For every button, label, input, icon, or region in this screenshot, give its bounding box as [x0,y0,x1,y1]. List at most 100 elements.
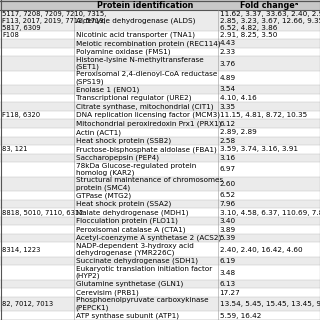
Text: Histone-lysine N-methyltransferase
(SET1): Histone-lysine N-methyltransferase (SET1… [76,57,203,70]
Text: 78kDa Glucose-regulated protein
homolog (KAR2): 78kDa Glucose-regulated protein homolog … [76,163,196,176]
Bar [0,266,320,280]
Bar [0,102,320,111]
Bar [0,217,320,225]
Bar [0,297,320,311]
Text: 13.54, 5.45, 15.45, 13.45, 9.74: 13.54, 5.45, 15.45, 13.45, 9.74 [220,301,320,307]
Bar [0,0,320,10]
Text: Glutamine synthetase (GLN1): Glutamine synthetase (GLN1) [76,281,183,287]
Bar [0,243,320,257]
Text: 3.89: 3.89 [220,227,236,233]
Bar [0,48,320,56]
Text: 11.62, 3.37, 33.63, 2.40, 2.91, 2.
2.85, 3.23, 3.67, 12.66, 9.35, 4.3
6.52, 4.82: 11.62, 3.37, 33.63, 2.40, 2.91, 2. 2.85,… [220,11,320,30]
Text: 5.39: 5.39 [220,235,236,241]
Bar [0,225,320,234]
Text: Transcriptional regulator (URE2): Transcriptional regulator (URE2) [76,95,191,101]
Text: 17.27: 17.27 [220,290,240,296]
Bar [0,208,320,217]
Bar [0,39,320,48]
Text: 2.33: 2.33 [220,49,236,55]
Text: 2.58: 2.58 [220,138,236,144]
Text: Heat shock protein (SSA2): Heat shock protein (SSA2) [76,201,171,207]
Text: 83, 121: 83, 121 [2,147,28,152]
Text: Eukaryotic translation initiation factor
(HYP2): Eukaryotic translation initiation factor… [76,266,212,279]
Bar [0,200,320,208]
Text: Citrate synthase, mitochondrial (CIT1): Citrate synthase, mitochondrial (CIT1) [76,103,213,110]
Bar [0,191,320,200]
Text: Succinate dehydrogenase (SDH1): Succinate dehydrogenase (SDH1) [76,258,198,264]
Bar [0,10,320,31]
Text: F118, 6320: F118, 6320 [2,112,40,118]
Text: 2.89, 2.89: 2.89, 2.89 [220,129,256,135]
Text: 7.96: 7.96 [220,201,236,207]
Bar [0,145,320,154]
Text: F108: F108 [2,32,19,38]
Text: 6.52: 6.52 [220,192,236,198]
Text: 2.91, 8.25, 3.50: 2.91, 8.25, 3.50 [220,32,277,38]
Text: Mitochondrial peroxiredoxin Prx1 (PRX1): Mitochondrial peroxiredoxin Prx1 (PRX1) [76,120,221,127]
Text: 6.13: 6.13 [220,281,236,287]
Bar [0,94,320,102]
Bar [0,31,320,39]
Bar [0,119,320,128]
Text: 4.10, 4.16: 4.10, 4.16 [220,95,256,101]
Bar [0,288,320,297]
Bar [0,177,320,191]
Text: Heat shock protein (SSB2): Heat shock protein (SSB2) [76,138,171,144]
Text: 3.16: 3.16 [220,155,236,161]
Text: 5117, 7208, 7209, 7210, 7315,
F113, 2017, 2019, 7712, 5719,
5817, 6309: 5117, 7208, 7209, 7210, 7315, F113, 2017… [2,11,106,30]
Bar [0,234,320,243]
Text: Polyamine oxidase (FMS1): Polyamine oxidase (FMS1) [76,49,170,55]
Bar [0,137,320,145]
Text: 3.76: 3.76 [220,60,236,67]
Text: 6.19: 6.19 [220,258,236,264]
Text: 3.10, 4.58, 6.37, 110.69, 7.80, 6.: 3.10, 4.58, 6.37, 110.69, 7.80, 6. [220,210,320,215]
Bar [0,85,320,94]
Text: Malate dehydrogenase (MDH1): Malate dehydrogenase (MDH1) [76,209,188,216]
Text: Nicotinic acid transporter (TNA1): Nicotinic acid transporter (TNA1) [76,32,195,38]
Text: 6.12: 6.12 [220,121,236,127]
Text: 3.40: 3.40 [220,218,236,224]
Text: Peroxisomal 2,4-dienoyl-CoA reductase
(SPS19): Peroxisomal 2,4-dienoyl-CoA reductase (S… [76,71,217,85]
Text: 4.89: 4.89 [220,75,236,81]
Bar [0,280,320,288]
Bar [0,111,320,119]
Text: Flocculation protein (FLO11): Flocculation protein (FLO11) [76,218,178,224]
Bar [0,71,320,85]
Text: 6.97: 6.97 [220,166,236,172]
Text: 2.40, 2.40, 16.42, 4.60: 2.40, 2.40, 16.42, 4.60 [220,247,302,253]
Text: NADP-dependent 3-hydroxy acid
dehydrogenase (YMR226C): NADP-dependent 3-hydroxy acid dehydrogen… [76,243,194,256]
Text: Cerevisim (PRB1): Cerevisim (PRB1) [76,290,138,296]
Bar [0,56,320,71]
Text: Actin (ACT1): Actin (ACT1) [76,129,121,136]
Text: 8314, 1223: 8314, 1223 [2,247,40,253]
Text: Saccharopepsin (PEP4): Saccharopepsin (PEP4) [76,155,159,161]
Text: 11.15, 4.81, 8.72, 10.35: 11.15, 4.81, 8.72, 10.35 [220,112,307,118]
Text: Aldehyde dehydrogenase (ALDS): Aldehyde dehydrogenase (ALDS) [76,17,195,24]
Text: Enolase 1 (ENO1): Enolase 1 (ENO1) [76,86,139,93]
Text: Meiotic recombination protein (REC114): Meiotic recombination protein (REC114) [76,40,220,47]
Text: Acetyl-coenzyme A synthetase 2 (ACS2): Acetyl-coenzyme A synthetase 2 (ACS2) [76,235,221,242]
Bar [0,311,320,320]
Text: 3.35: 3.35 [220,104,236,109]
Text: 3.54: 3.54 [220,86,236,92]
Text: 3.48: 3.48 [220,270,236,276]
Text: Fold changeᵃ: Fold changeᵃ [240,1,298,10]
Bar [0,257,320,266]
Text: DNA replication licensing factor (MCM3): DNA replication licensing factor (MCM3) [76,112,220,118]
Text: Phosphoenolpyruvate carboxykinase
(PEPCK1): Phosphoenolpyruvate carboxykinase (PEPCK… [76,298,208,311]
Bar [0,162,320,177]
Text: ATP synthase subunit (ATP1): ATP synthase subunit (ATP1) [76,312,179,319]
Bar [0,154,320,162]
Text: 3.59, 3.74, 3.16, 3.91: 3.59, 3.74, 3.16, 3.91 [220,147,298,152]
Text: Structural maintenance of chromosomes
protein (SMC4): Structural maintenance of chromosomes pr… [76,177,223,191]
Text: 82, 7012, 7013: 82, 7012, 7013 [2,301,53,307]
Text: 8818, 5010, 7110, 6312: 8818, 5010, 7110, 6312 [2,210,84,215]
Text: 4.43: 4.43 [220,41,236,46]
Text: GTPase (MTG2): GTPase (MTG2) [76,192,131,199]
Text: Protein identification: Protein identification [97,1,194,10]
Bar [0,128,320,137]
Text: 2.60: 2.60 [220,181,236,187]
Text: 5.59, 16.42: 5.59, 16.42 [220,313,261,319]
Text: Fructose-bisphosphate aldolase (FBA1): Fructose-bisphosphate aldolase (FBA1) [76,146,216,153]
Text: Peroxisomal catalase A (CTA1): Peroxisomal catalase A (CTA1) [76,226,185,233]
